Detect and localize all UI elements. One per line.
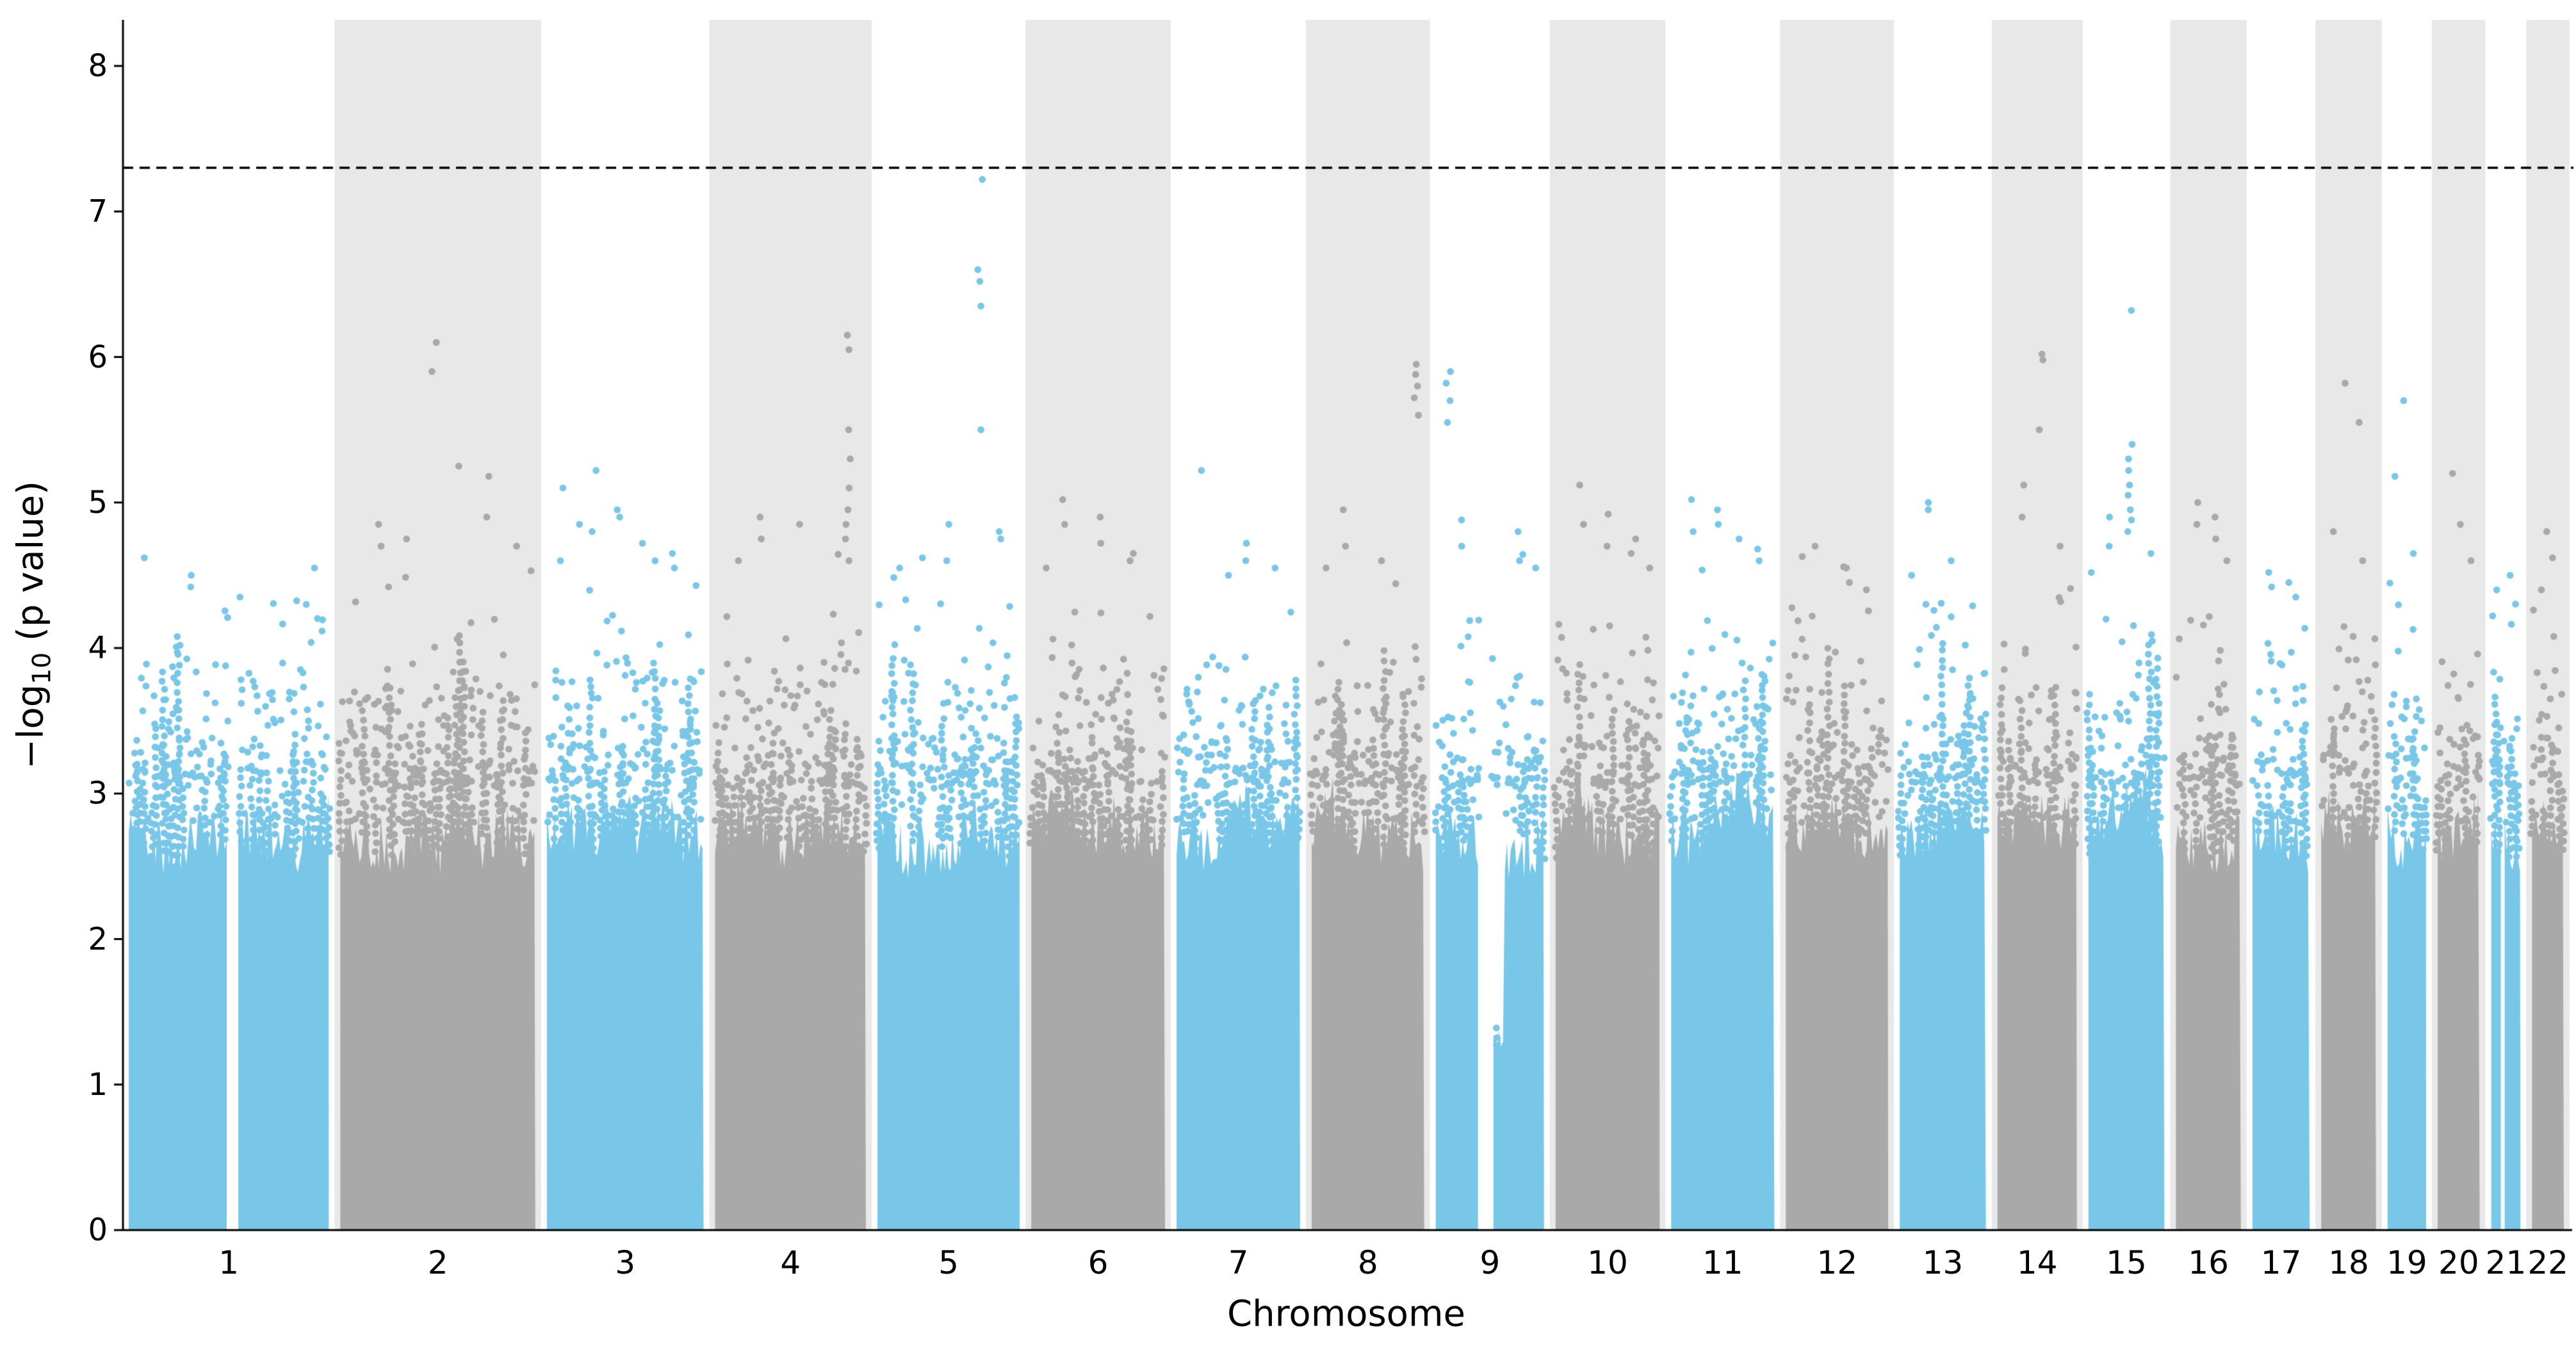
y-axis-title-prefix: −log bbox=[10, 684, 52, 769]
x-tick-label-chr4: 4 bbox=[780, 1244, 801, 1281]
x-tick-label-chr15: 15 bbox=[2106, 1244, 2147, 1281]
y-tick-label: 3 bbox=[88, 775, 108, 812]
y-tick-label: 6 bbox=[88, 339, 108, 375]
x-tick-label-chr5: 5 bbox=[938, 1244, 959, 1281]
y-tick-label: 0 bbox=[88, 1212, 108, 1248]
y-tick-label: 5 bbox=[88, 484, 108, 521]
x-tick-label-chr18: 18 bbox=[2328, 1244, 2369, 1281]
x-tick-label-chr19: 19 bbox=[2386, 1244, 2427, 1281]
x-tick-label-chr12: 12 bbox=[1816, 1244, 1858, 1281]
x-tick-label-chr13: 13 bbox=[1922, 1244, 1964, 1281]
y-tick-label: 7 bbox=[88, 193, 108, 230]
x-tick-label-chr3: 3 bbox=[615, 1244, 636, 1281]
x-tick-label-chr6: 6 bbox=[1088, 1244, 1109, 1281]
y-axis-title: −log10 (p value) bbox=[10, 481, 56, 769]
x-tick-label-chr1: 1 bbox=[218, 1244, 240, 1281]
x-tick-label-chr8: 8 bbox=[1357, 1244, 1378, 1281]
x-tick-label-chr21: 21 bbox=[2485, 1244, 2527, 1281]
x-tick-label-chr16: 16 bbox=[2188, 1244, 2229, 1281]
x-tick-label-chr7: 7 bbox=[1228, 1244, 1249, 1281]
y-tick-label: 2 bbox=[88, 921, 108, 957]
x-tick-label-chr9: 9 bbox=[1480, 1244, 1501, 1281]
y-tick-label: 1 bbox=[88, 1066, 108, 1103]
x-tick-label-chr10: 10 bbox=[1587, 1244, 1628, 1281]
x-tick-label-chr22: 22 bbox=[2527, 1244, 2568, 1281]
x-tick-label-chr14: 14 bbox=[2016, 1244, 2058, 1281]
x-axis-title: Chromosome bbox=[1227, 1293, 1465, 1335]
x-tick-label-chr2: 2 bbox=[427, 1244, 448, 1281]
x-tick-label-chr17: 17 bbox=[2260, 1244, 2302, 1281]
y-tick-label: 8 bbox=[88, 48, 108, 84]
x-tick-label-chr20: 20 bbox=[2438, 1244, 2479, 1281]
y-tick-label: 4 bbox=[88, 630, 108, 666]
x-tick-label-chr11: 11 bbox=[1702, 1244, 1743, 1281]
